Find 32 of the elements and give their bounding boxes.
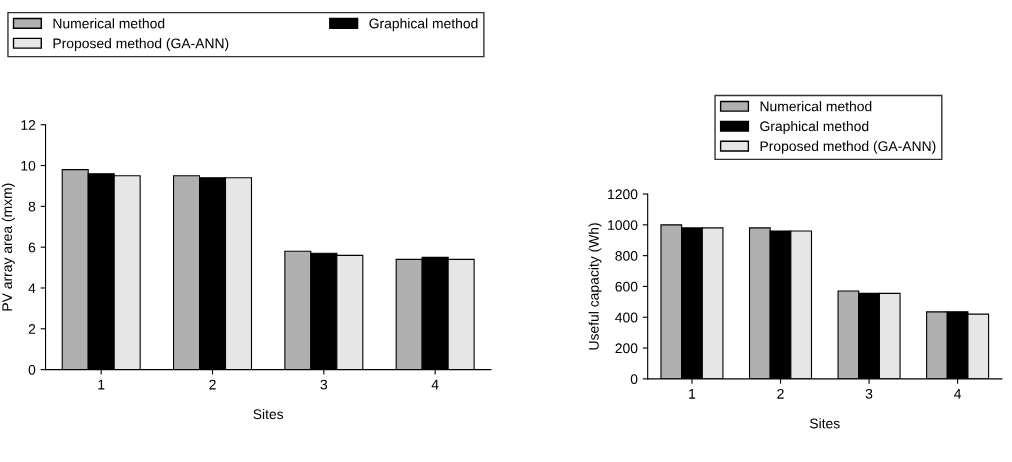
x-tick-label: 2 [777, 388, 784, 399]
x-axis-title: Sites [253, 408, 284, 420]
y-tick-label: 12 [21, 120, 36, 130]
y-tick-label: 6 [28, 242, 36, 253]
x-tick-label: 1 [98, 379, 105, 390]
legend-label: Proposed method (GA-ANN) [53, 38, 229, 52]
legend-label: Graphical method [369, 18, 478, 32]
x-tick-label: 3 [320, 379, 328, 390]
legend-label: Numerical method [760, 101, 872, 112]
y-tick-label: 400 [615, 312, 638, 323]
x-tick-label: 4 [954, 389, 962, 399]
x-tick-label: 4 [431, 379, 439, 390]
y-tick-label: 200 [615, 343, 638, 354]
x-tick-label: 3 [865, 388, 873, 399]
legend-label: Proposed method (GA-ANN) [760, 140, 936, 154]
x-axis-title: Sites [809, 418, 840, 429]
y-tick-label: 0 [630, 374, 638, 385]
y-tick-label: 0 [28, 364, 36, 375]
y-tick-label: 8 [28, 201, 36, 212]
legend-label: Graphical method [760, 120, 869, 134]
y-tick-label: 10 [21, 160, 36, 171]
legend-label: Numerical method [53, 18, 165, 29]
y-axis-title: PV array area (mxm) [1, 183, 15, 311]
y-tick-label: 800 [615, 250, 638, 261]
x-tick-label: 2 [209, 379, 216, 390]
y-tick-label: 2 [28, 324, 36, 334]
y-tick-label: 1000 [608, 220, 638, 231]
x-tick-label: 1 [689, 389, 696, 399]
y-tick-label: 4 [28, 283, 36, 294]
y-tick-label: 1200 [608, 189, 638, 200]
y-tick-label: 600 [615, 281, 638, 292]
y-axis-title: Useful capacity (Wh) [588, 223, 602, 350]
